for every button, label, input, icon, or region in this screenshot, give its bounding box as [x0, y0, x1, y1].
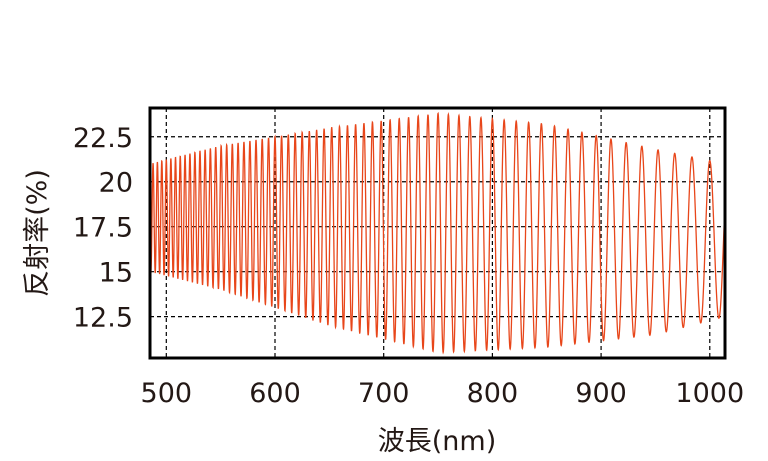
y-tick-label: 22.5 — [73, 123, 133, 154]
x-tick-label: 900 — [575, 378, 627, 409]
plot-frame — [148, 106, 727, 360]
y-axis-label: 反射率(%) — [22, 169, 53, 297]
y-tick-label: 15 — [99, 258, 133, 289]
y-tick-label: 17.5 — [73, 213, 133, 244]
x-tick-label: 800 — [467, 378, 519, 409]
y-tick-label: 12.5 — [73, 303, 133, 334]
y-tick-label: 20 — [99, 168, 133, 199]
plot-area — [149, 111, 726, 355]
tick-labels: 500 600 700 800 900 1000 12.5 15 17.5 20 22.5 — [73, 123, 744, 409]
x-tick-label: 1000 — [675, 378, 744, 409]
x-tick-label: 500 — [141, 378, 193, 409]
series-line-reflectance — [149, 111, 726, 355]
x-tick-label: 600 — [249, 378, 301, 409]
x-tick-label: 700 — [358, 378, 410, 409]
x-axis-label: 波長(nm) — [378, 426, 496, 457]
